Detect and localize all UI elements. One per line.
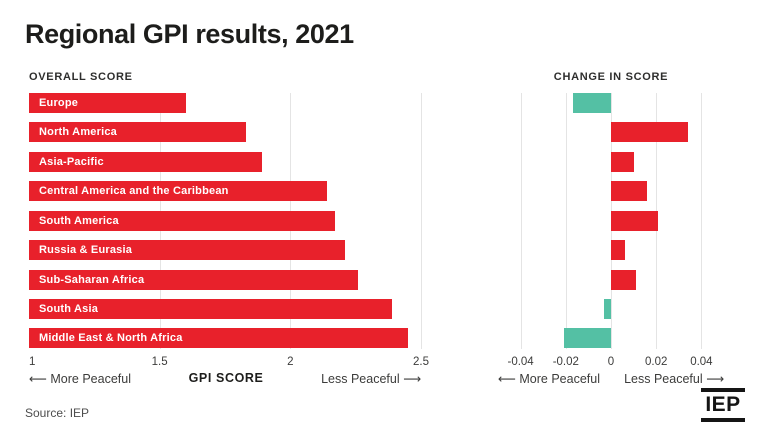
overall-score-heading: OVERALL SCORE (29, 71, 133, 83)
bar: Russia & Eurasia (29, 240, 346, 261)
bar (572, 93, 611, 113)
bar: Europe (29, 93, 186, 113)
change-in-score-axis-notes: ⟵ More Peaceful Less Peaceful ⟶ (498, 371, 724, 386)
bar (611, 151, 634, 172)
bar-label: Middle East & North Africa (39, 332, 183, 345)
bar: North America (29, 122, 246, 143)
source-note: Source: IEP (25, 406, 90, 420)
bar (611, 240, 625, 261)
bar: Middle East & North Africa (29, 328, 408, 349)
change-in-score-axis-ticks: -0.04 -0.02 0 0.02 0.04 (498, 356, 724, 370)
bar-label: Europe (39, 97, 79, 109)
overall-score-axis-notes: ⟵ More Peaceful GPI SCORE Less Peaceful … (29, 371, 421, 386)
iep-logo: IEP (701, 388, 745, 422)
overall-score-axis-ticks: 1 1.5 2 2.5 (29, 356, 429, 370)
change-in-score-heading: CHANGE IN SCORE (553, 71, 669, 83)
bar-label: Asia-Pacific (39, 155, 104, 168)
bar (563, 328, 611, 349)
bar (611, 210, 659, 231)
bar: Central America and the Caribbean (29, 181, 327, 202)
gridline (520, 93, 522, 349)
page-title: Regional GPI results, 2021 (25, 19, 354, 49)
bar: South Asia (29, 298, 393, 319)
overall-score-plot: Europe North America Asia-Pacific Central A… (29, 93, 422, 349)
bar-label: Russia & Eurasia (39, 244, 133, 257)
gridline (701, 93, 703, 349)
bar-label: South Asia (39, 302, 99, 315)
axis-tick: 0.04 (690, 356, 713, 368)
bar (611, 269, 636, 290)
axis-tick: 2 (287, 356, 294, 368)
less-peaceful-label: Less Peaceful ⟶ (321, 372, 421, 386)
axis-tick: 1 (29, 356, 36, 368)
gridline (421, 93, 422, 349)
more-peaceful-label: ⟵ More Peaceful (498, 372, 600, 386)
bar: Sub-Saharan Africa (29, 269, 359, 290)
less-peaceful-label: Less Peaceful ⟶ (624, 372, 724, 386)
gridline (565, 93, 567, 349)
axis-tick: 2.5 (413, 356, 429, 368)
gpi-score-axis-label: GPI SCORE (188, 371, 264, 385)
bar: South America (29, 210, 335, 231)
axis-tick: -0.02 (552, 356, 579, 368)
bar-label: Central America and the Caribbean (39, 185, 229, 198)
bar-label: Sub-Saharan Africa (39, 273, 145, 286)
bar-label: South America (39, 214, 119, 227)
bar (611, 122, 688, 143)
more-peaceful-label: ⟵ More Peaceful (29, 372, 131, 386)
bar (611, 181, 648, 202)
axis-tick: -0.04 (507, 356, 534, 368)
iep-logo-text: IEP (705, 393, 741, 416)
axis-tick: 0.02 (644, 356, 668, 368)
bar (604, 298, 611, 319)
bar: Asia-Pacific (29, 151, 262, 172)
axis-tick: 1.5 (151, 356, 168, 368)
axis-tick: 0 (607, 356, 615, 368)
change-in-score-plot (498, 93, 724, 349)
bar-label: North America (39, 126, 117, 139)
